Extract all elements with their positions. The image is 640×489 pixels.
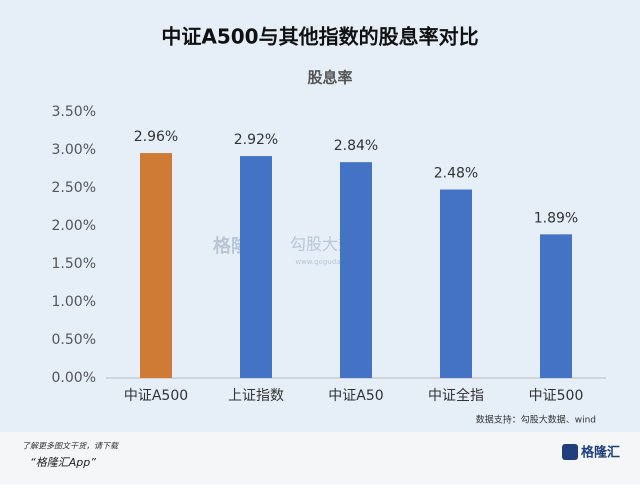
footer-background — [0, 432, 640, 485]
footer-app: “格隆汇App” — [30, 456, 96, 469]
x-tick-label: 中证A500 — [124, 388, 188, 404]
value-label: 2.84% — [334, 138, 378, 154]
watermark: www.gogudata.com — [295, 258, 364, 266]
logo-icon — [562, 444, 578, 460]
value-label: 2.48% — [434, 166, 478, 182]
bar — [540, 234, 572, 378]
y-tick-label: 0.00% — [52, 370, 96, 386]
bar — [440, 189, 472, 378]
footer-text: 了解更多图文干货，请下载 — [22, 442, 119, 451]
x-tick-label: 中证全指 — [428, 387, 484, 404]
y-tick-label: 3.00% — [52, 142, 96, 158]
y-tick-label: 1.50% — [52, 256, 96, 272]
y-tick-label: 0.50% — [52, 332, 96, 348]
value-label: 1.89% — [534, 210, 578, 226]
y-tick-label: 1.00% — [52, 294, 96, 310]
x-tick-label: 中证500 — [529, 388, 584, 404]
value-label: 2.92% — [234, 132, 278, 148]
source-note: 数据支持：勾股大数据、wind — [476, 414, 596, 426]
chart-subtitle: 股息率 — [307, 69, 352, 87]
chart-title: 中证A500与其他指数的股息率对比 — [161, 25, 478, 49]
y-tick-label: 2.00% — [52, 218, 96, 234]
bar — [240, 156, 272, 378]
x-tick-label: 中证A50 — [328, 388, 383, 404]
y-tick-label: 2.50% — [52, 180, 96, 196]
y-tick-label: 3.50% — [52, 104, 96, 120]
x-tick-label: 上证指数 — [228, 388, 284, 404]
value-label: 2.96% — [134, 129, 178, 145]
footer-logo: 格隆汇 — [581, 445, 620, 461]
bar — [340, 162, 372, 378]
bar — [140, 153, 172, 378]
